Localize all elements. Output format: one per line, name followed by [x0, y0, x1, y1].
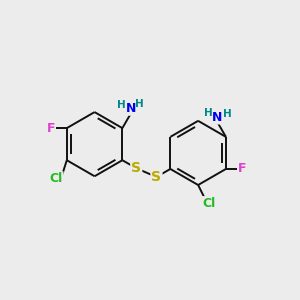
Text: H: H: [223, 109, 232, 118]
Text: S: S: [152, 170, 161, 184]
Text: N: N: [212, 111, 222, 124]
Text: S: S: [131, 161, 141, 175]
Text: Cl: Cl: [50, 172, 63, 185]
Text: H: H: [136, 99, 144, 109]
Text: H: H: [204, 108, 213, 118]
Text: Cl: Cl: [202, 197, 215, 210]
Text: H: H: [116, 100, 125, 110]
Text: F: F: [46, 122, 55, 135]
Text: N: N: [126, 102, 136, 115]
Text: F: F: [238, 163, 246, 176]
